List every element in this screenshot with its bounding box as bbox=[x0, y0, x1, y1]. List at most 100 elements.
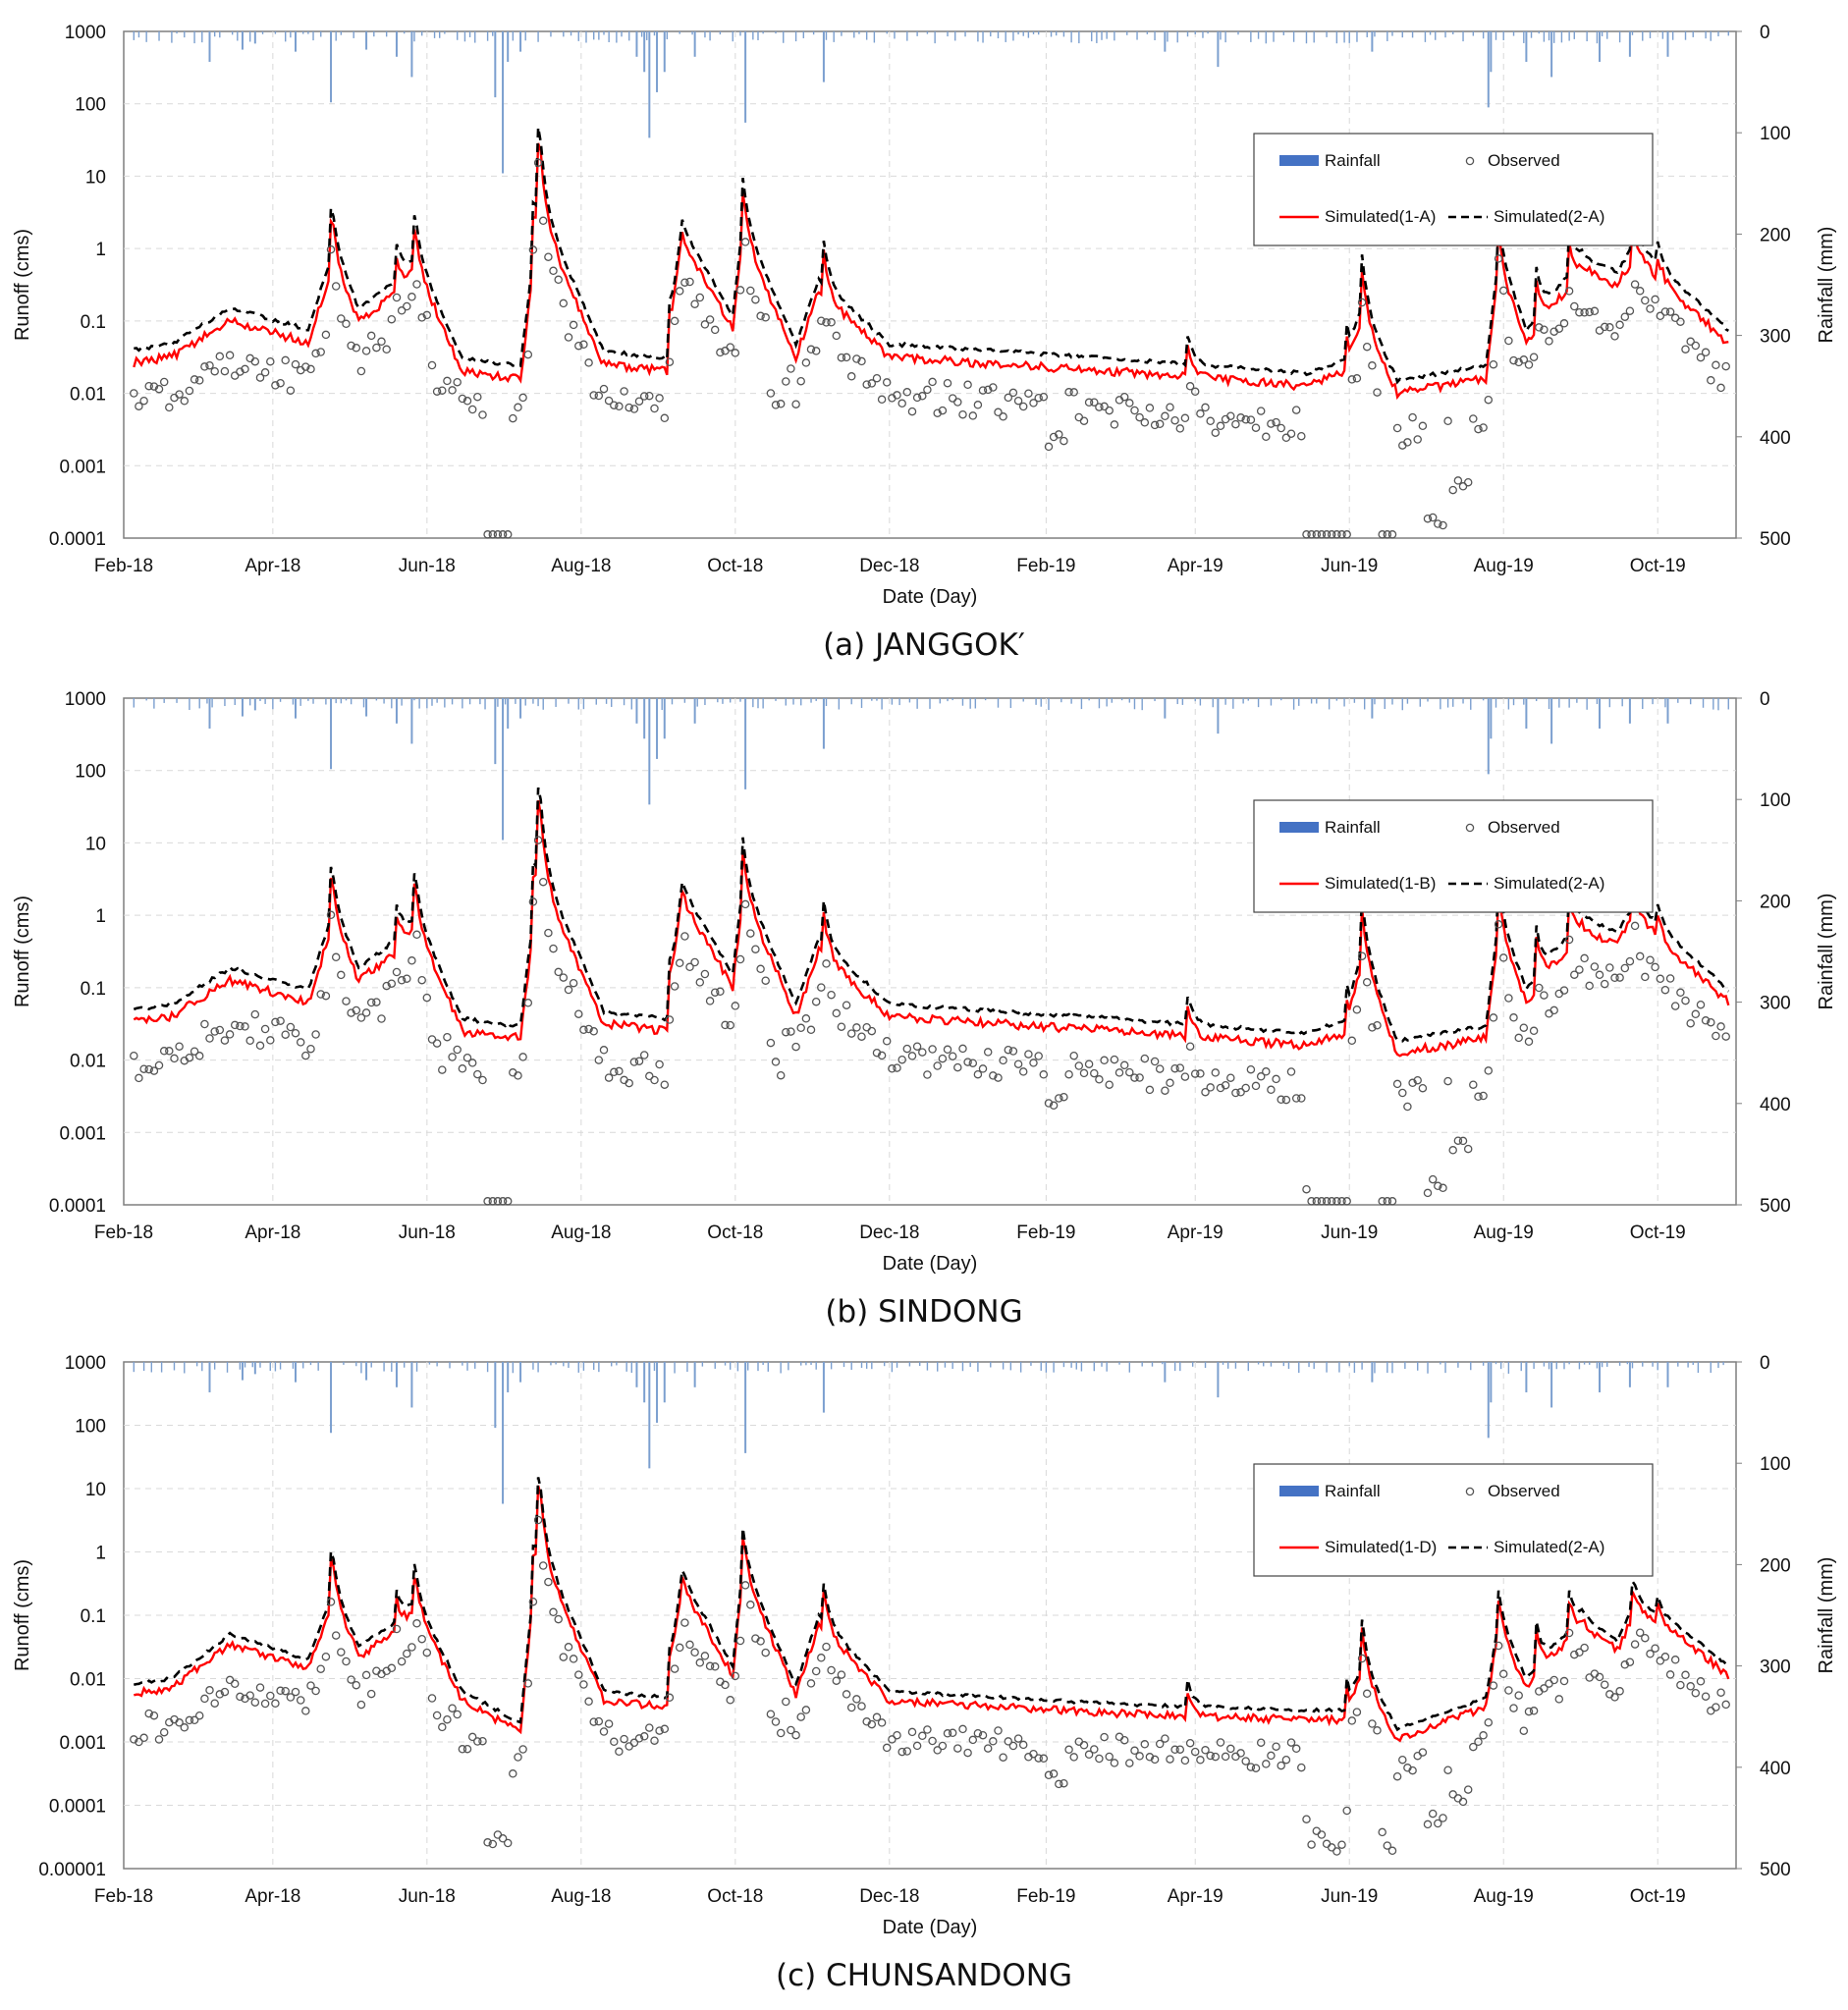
y-tick-label: 100 bbox=[75, 762, 106, 783]
observed-point bbox=[165, 1047, 174, 1056]
observed-point bbox=[594, 1716, 604, 1726]
observed-point bbox=[448, 1053, 457, 1061]
observed-point bbox=[1686, 337, 1695, 347]
legend-label-sim2: Simulated(2-A) bbox=[1494, 207, 1604, 226]
observed-point bbox=[1110, 1759, 1119, 1767]
observed-point bbox=[1226, 1744, 1235, 1754]
observed-point bbox=[347, 1008, 355, 1017]
observed-point bbox=[1681, 996, 1690, 1005]
observed-point bbox=[1489, 1681, 1498, 1690]
observed-point bbox=[1216, 421, 1225, 431]
observed-point bbox=[1251, 1764, 1261, 1772]
observed-point bbox=[978, 386, 988, 395]
observed-point bbox=[361, 1670, 371, 1680]
observed-point bbox=[1519, 1726, 1529, 1735]
observed-point bbox=[882, 1037, 892, 1046]
observed-point bbox=[1696, 1677, 1706, 1686]
observed-point bbox=[448, 386, 457, 395]
y2-tick-label: 0 bbox=[1760, 1353, 1770, 1374]
observed-point bbox=[918, 392, 927, 401]
observed-point bbox=[867, 379, 877, 388]
observed-point bbox=[594, 391, 604, 401]
observed-point bbox=[989, 383, 998, 392]
x-tick-label: Feb-19 bbox=[1016, 1222, 1075, 1243]
observed-point bbox=[1327, 530, 1336, 539]
observed-point bbox=[726, 1696, 734, 1705]
observed-point bbox=[1625, 1657, 1635, 1666]
observed-point bbox=[1221, 1752, 1230, 1762]
observed-point bbox=[746, 286, 755, 296]
x-tick-label: Feb-18 bbox=[94, 556, 153, 576]
observed-point bbox=[832, 1676, 842, 1685]
y-axis-title: Runoff (cms) bbox=[12, 896, 33, 1007]
observed-point bbox=[604, 1719, 614, 1728]
observed-point bbox=[159, 1727, 169, 1737]
observed-point bbox=[1241, 1757, 1250, 1766]
observed-point bbox=[412, 280, 421, 289]
observed-point bbox=[498, 530, 508, 539]
observed-point bbox=[1423, 1188, 1433, 1198]
x-tick-label: Aug-19 bbox=[1474, 556, 1534, 576]
observed-point bbox=[872, 1712, 882, 1722]
observed-point bbox=[1570, 970, 1579, 979]
observed-point bbox=[473, 1737, 482, 1746]
observed-point bbox=[584, 1024, 593, 1034]
observed-point bbox=[872, 373, 882, 383]
y2-tick-label: 300 bbox=[1760, 327, 1791, 348]
observed-point bbox=[1610, 332, 1619, 341]
observed-point bbox=[175, 1042, 184, 1051]
observed-point bbox=[1484, 1717, 1494, 1727]
observed-point bbox=[1701, 1016, 1711, 1025]
observed-point bbox=[994, 407, 1003, 417]
observed-point bbox=[994, 1073, 1003, 1082]
observed-point bbox=[408, 956, 416, 965]
observed-point bbox=[149, 382, 159, 391]
observed-point bbox=[1514, 1033, 1523, 1043]
observed-point bbox=[589, 1717, 598, 1726]
observed-point bbox=[1509, 355, 1518, 365]
observed-point bbox=[1696, 1000, 1706, 1009]
observed-point bbox=[245, 1691, 254, 1700]
observed-point bbox=[185, 386, 194, 396]
y2-tick-label: 500 bbox=[1760, 529, 1791, 550]
observed-point bbox=[1064, 1745, 1073, 1755]
observed-point bbox=[1605, 963, 1614, 972]
observed-point bbox=[1337, 1840, 1346, 1849]
y-tick-label: 10 bbox=[85, 834, 106, 854]
observed-point bbox=[1281, 433, 1291, 443]
observed-point bbox=[680, 278, 689, 287]
observed-point bbox=[791, 1730, 800, 1740]
observed-point bbox=[1241, 1083, 1250, 1093]
observed-point bbox=[584, 358, 593, 367]
observed-point bbox=[1297, 1094, 1306, 1103]
observed-point bbox=[610, 1067, 619, 1077]
observed-point bbox=[771, 1058, 781, 1066]
observed-point bbox=[569, 978, 578, 988]
observed-point bbox=[1291, 1744, 1301, 1754]
observed-point bbox=[690, 1648, 699, 1657]
observed-point bbox=[1570, 1650, 1579, 1659]
observed-point bbox=[877, 395, 887, 405]
observed-point bbox=[1347, 375, 1357, 384]
observed-point bbox=[827, 990, 836, 1000]
observed-point bbox=[857, 1032, 866, 1041]
observed-point bbox=[655, 1726, 664, 1735]
observed-point bbox=[266, 1036, 275, 1045]
observed-point bbox=[180, 1723, 190, 1732]
observed-point bbox=[1034, 1052, 1043, 1060]
observed-point bbox=[337, 314, 346, 323]
observed-point bbox=[1494, 1641, 1503, 1651]
observed-point bbox=[791, 400, 800, 408]
observed-point bbox=[912, 1741, 922, 1751]
observed-point bbox=[710, 325, 720, 335]
observed-point bbox=[705, 1661, 715, 1671]
observed-point bbox=[342, 1657, 351, 1666]
y-tick-label: 1000 bbox=[65, 23, 106, 43]
observed-point bbox=[943, 1045, 952, 1055]
observed-point bbox=[1564, 287, 1574, 296]
observed-point bbox=[1453, 1136, 1463, 1145]
observed-point bbox=[544, 928, 553, 938]
y2-tick-label: 300 bbox=[1760, 1657, 1791, 1678]
x-tick-label: Oct-18 bbox=[707, 556, 763, 576]
observed-point bbox=[1368, 361, 1377, 370]
